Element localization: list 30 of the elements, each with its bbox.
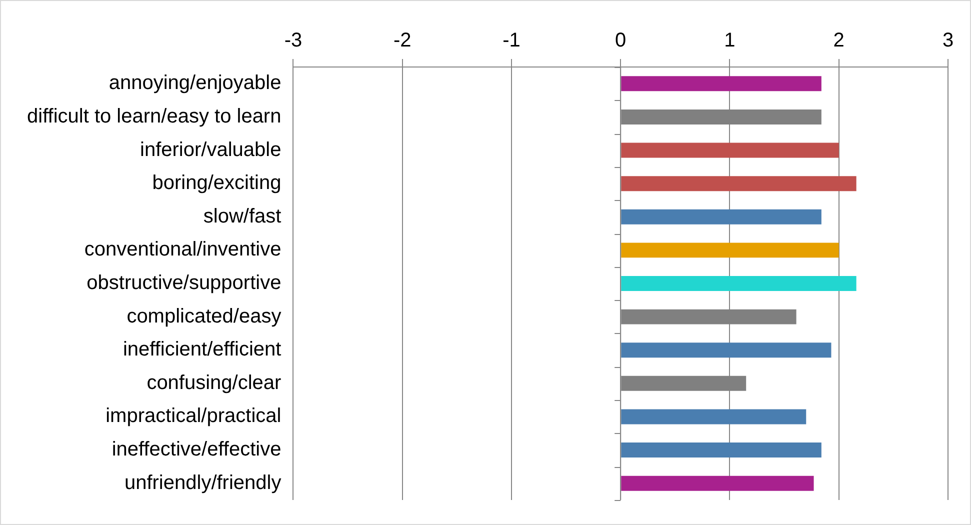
x-tick-label: -1 bbox=[502, 30, 520, 52]
bar bbox=[621, 142, 839, 158]
y-tick-label: inferior/valuable bbox=[140, 138, 282, 161]
bar bbox=[621, 209, 822, 224]
y-tick-label: ineffective/effective bbox=[112, 438, 282, 461]
y-tick-label: difficult to learn/easy to learn bbox=[27, 105, 282, 128]
bar bbox=[621, 76, 822, 92]
x-tick-label: 2 bbox=[833, 30, 844, 52]
x-tick-label: 3 bbox=[942, 30, 954, 52]
y-tick-label: confusing/clear bbox=[146, 372, 282, 394]
y-tick-label: obstructive/supportive bbox=[86, 272, 282, 294]
y-tick-label: complicated/easy bbox=[126, 305, 282, 328]
y-tick-label: impractical/practical bbox=[106, 405, 282, 428]
bar bbox=[621, 442, 822, 458]
x-tick-label: 0 bbox=[615, 30, 626, 52]
x-tick-label: -2 bbox=[393, 30, 412, 52]
y-tick-label: boring/exciting bbox=[152, 172, 282, 194]
bar bbox=[621, 242, 839, 258]
x-tick-label: 1 bbox=[724, 30, 736, 52]
bar bbox=[621, 176, 856, 192]
bar bbox=[621, 409, 806, 424]
bar bbox=[621, 276, 856, 291]
y-tick-label: conventional/inventive bbox=[84, 238, 282, 261]
y-tick-label: unfriendly/friendly bbox=[124, 472, 282, 494]
bar bbox=[621, 476, 814, 491]
x-tick-label: -3 bbox=[284, 30, 302, 52]
y-tick-label: slow/fast bbox=[203, 205, 282, 228]
y-tick-label: annoying/enjoyable bbox=[108, 72, 282, 94]
y-tick-label: inefficient/efficient bbox=[122, 338, 282, 361]
bar bbox=[621, 342, 832, 358]
